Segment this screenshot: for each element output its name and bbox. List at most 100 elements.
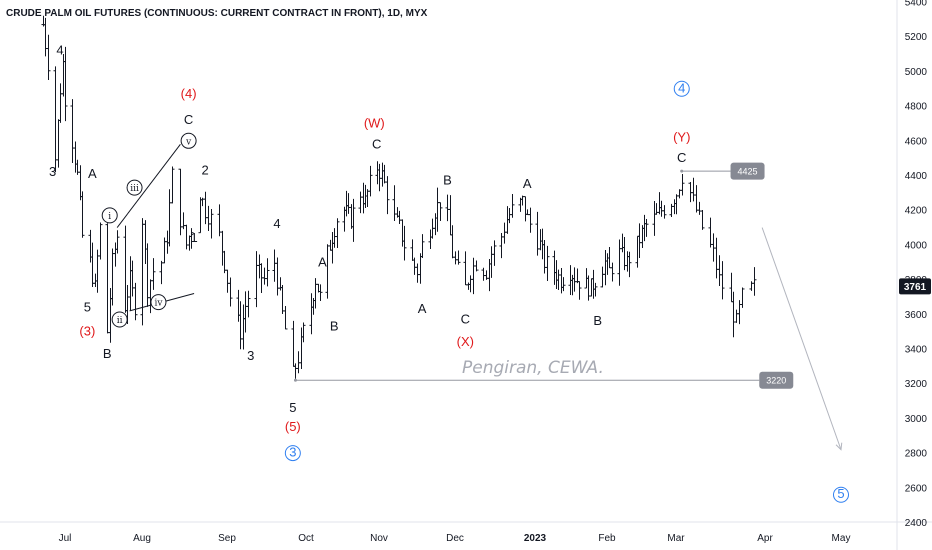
wave-label: B (593, 313, 602, 328)
wave-label: 3 (247, 348, 254, 363)
ohlc-bar (731, 291, 736, 338)
ohlc-bar (545, 245, 550, 281)
ohlc-bar (228, 277, 233, 307)
wave-label: B (330, 318, 339, 333)
ohlc-bar (552, 250, 557, 285)
ohlc-bar (412, 257, 417, 275)
ohlc-bar (278, 277, 283, 291)
ohlc-bar (528, 207, 533, 233)
ohlc-bar (43, 17, 48, 57)
ohlc-bar (415, 263, 420, 283)
y-tick-label: 2800 (905, 449, 928, 460)
ohlc-bar (325, 244, 330, 299)
y-tick-label: 4600 (905, 136, 928, 147)
ohlc-bar (113, 242, 118, 267)
chart-title: CRUDE PALM OIL FUTURES (CONTINUOUS: CURR… (6, 8, 428, 19)
ohlc-bar (291, 320, 296, 367)
circled-wave-marker (150, 294, 167, 311)
ohlc-bar (600, 266, 605, 288)
ohlc-bar (236, 289, 241, 322)
ohlc-bar (296, 351, 301, 374)
ohlc-bar (625, 251, 630, 272)
circled-wave-marker (111, 311, 128, 328)
ohlc-bar (559, 267, 564, 294)
ohlc-bar (654, 203, 659, 215)
wave-label: 2 (201, 162, 208, 177)
ohlc-bar (140, 218, 145, 326)
ohlc-bar (159, 260, 164, 285)
circled-wave-marker (101, 207, 118, 224)
ohlc-bar (697, 201, 702, 215)
ohlc-bar (420, 234, 425, 259)
ohlc-bar (518, 197, 523, 212)
circled-wave-label: 4 (678, 80, 685, 95)
ohlc-bar (80, 191, 85, 238)
wave-label: A (523, 176, 532, 191)
wave-label: 5 (84, 299, 91, 314)
ohlc-bar (151, 258, 156, 290)
ohlc-bar (110, 248, 115, 306)
y-tick-label: 5000 (905, 67, 928, 78)
ohlc-bar (238, 301, 243, 350)
ohlc-bar (657, 192, 662, 215)
ohlc-bar (167, 189, 172, 247)
ohlc-bar (301, 322, 306, 343)
ohlc-bar (734, 309, 739, 323)
wave-label: A (88, 166, 97, 181)
ohlc-bar (711, 233, 716, 262)
circled-wave-label: iii (130, 184, 139, 194)
ohlc-bar (206, 205, 211, 231)
ohlc-bar (351, 198, 356, 242)
watermark: Pengiran, CEWA. (462, 358, 604, 378)
y-tick-label: 5400 (905, 0, 928, 9)
circled-wave-marker (180, 132, 197, 149)
ohlc-bar (570, 274, 575, 296)
last-price-box (899, 278, 931, 295)
ohlc-bar (380, 162, 385, 187)
ohlc-bar (428, 229, 433, 249)
ohlc-bar (737, 300, 742, 325)
ohlc-bar (63, 46, 68, 122)
circled-wave-marker (833, 486, 849, 503)
ohlc-bar (593, 282, 598, 297)
y-tick-label: 3600 (905, 310, 928, 321)
x-tick-label: Dec (446, 533, 464, 544)
ohlc-bar (433, 213, 438, 236)
ohlc-bar (98, 222, 103, 260)
ohlc-bar (73, 141, 78, 173)
ohlc-bar (410, 239, 415, 261)
x-tick-label: May (832, 533, 851, 544)
triangle-upper-line (116, 143, 181, 228)
last-price-label: 3761 (904, 282, 927, 293)
ohlc-bar (272, 249, 277, 282)
ohlc-bar (540, 228, 545, 260)
ohlc-bar (275, 257, 280, 296)
time-axis[interactable]: Jul Aug Sep Oct Nov Dec 2023 Feb Mar Apr May (59, 533, 851, 544)
ohlc-bar (627, 251, 632, 278)
ohlc-bar (88, 229, 93, 263)
ohlc-bar (471, 257, 476, 295)
ohlc-bar (53, 66, 58, 173)
ohlc-bar (538, 229, 543, 251)
y-tick-label: 3400 (905, 345, 928, 356)
ohlc-bar (605, 253, 610, 275)
ohlc-bar (603, 250, 608, 286)
ohlc-bar (672, 199, 677, 215)
ohlc-bar (189, 228, 194, 249)
y-tick-label: 4000 (905, 240, 928, 251)
ohlc-bar (561, 277, 566, 292)
ohlc-bar (123, 225, 128, 313)
x-tick-label: Feb (598, 533, 616, 544)
ohlc-bar (130, 260, 135, 297)
ohlc-bar (740, 287, 745, 308)
ohlc-bar (492, 240, 497, 266)
ohlc-bar (694, 185, 699, 213)
level-label: 3220 (766, 376, 786, 386)
ohlc-bar (397, 210, 402, 225)
ohlc-bar (358, 191, 363, 214)
ohlc-bar (659, 200, 664, 217)
ohlc-bar (456, 250, 461, 265)
price-axis[interactable]: 5400520050004800460044004200400038003600… (899, 0, 931, 529)
ohlc-bar (203, 191, 208, 225)
